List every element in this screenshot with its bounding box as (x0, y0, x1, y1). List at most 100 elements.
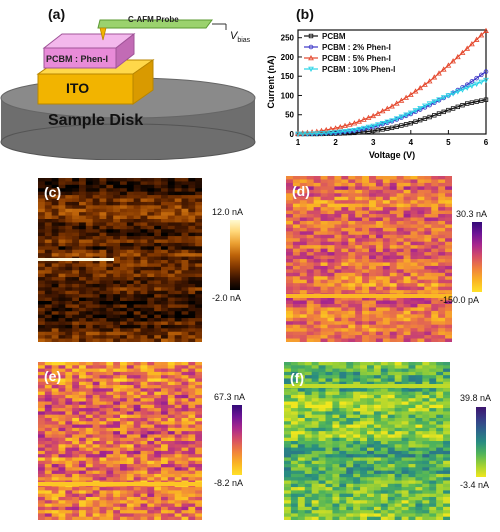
map-pixel (382, 324, 391, 329)
map-pixel (72, 510, 80, 515)
map-pixel (58, 260, 66, 265)
map-pixel (99, 331, 107, 336)
map-pixel (408, 477, 417, 482)
map-pixel (401, 368, 410, 373)
map-pixel (126, 421, 135, 426)
map-pixel (181, 307, 189, 312)
map-pixel (403, 297, 412, 302)
map-pixel (401, 496, 410, 501)
map-pixel (431, 297, 439, 302)
map-pixel (133, 398, 142, 403)
map-pixel (320, 207, 329, 212)
map-pixel (327, 207, 336, 212)
map-pixel (396, 203, 405, 208)
y-tick-label: 150 (281, 72, 295, 81)
map-pixel (334, 203, 342, 208)
map-pixel (408, 401, 417, 406)
map-pixel (133, 506, 142, 511)
map-pixel (167, 294, 176, 299)
map-pixel (106, 371, 114, 376)
map-pixel (106, 266, 114, 271)
map-pixel (79, 378, 87, 383)
map-pixel (161, 516, 169, 520)
map-pixel (334, 335, 342, 340)
map-pixel (313, 272, 322, 277)
map-pixel (79, 263, 87, 268)
map-pixel (286, 227, 294, 232)
map-pixel (79, 311, 87, 316)
map-pixel (106, 188, 114, 193)
map-pixel (58, 246, 66, 251)
map-pixel (304, 362, 313, 366)
map-pixel (113, 368, 121, 373)
map-pixel (85, 417, 94, 422)
map-pixel (360, 431, 368, 436)
map-pixel (415, 444, 423, 449)
map-pixel (362, 193, 370, 198)
map-pixel (58, 294, 66, 299)
map-pixel (51, 385, 60, 389)
map-pixel (106, 404, 114, 409)
map-pixel (126, 394, 135, 399)
map-pixel (140, 424, 148, 429)
map-pixel (58, 328, 66, 333)
map-pixel (445, 186, 452, 191)
map-pixel (126, 215, 135, 220)
map-pixel (58, 219, 66, 224)
map-pixel (72, 401, 80, 406)
map-pixel (292, 220, 301, 226)
map-pixel (318, 487, 327, 491)
map-pixel (58, 424, 66, 429)
series-point-0 (385, 126, 390, 131)
map-pixel (140, 335, 148, 340)
map-pixel (154, 331, 162, 336)
map-pixel (408, 417, 417, 422)
series-point-3 (478, 79, 485, 86)
map-pixel (292, 324, 301, 329)
map-pixel (334, 303, 342, 309)
map-pixel (79, 198, 87, 203)
map-pixel (154, 516, 162, 520)
map-pixel (290, 394, 299, 399)
map-pixel (299, 214, 308, 219)
map-pixel (438, 224, 446, 229)
map-pixel (304, 480, 313, 485)
map-pixel (85, 378, 94, 383)
map-pixel (410, 176, 419, 181)
map-pixel (174, 408, 183, 412)
map-pixel (297, 483, 306, 488)
map-pixel (181, 378, 189, 383)
map-pixel (113, 493, 121, 498)
map-pixel (311, 388, 320, 393)
map-pixel (424, 328, 432, 333)
map-pixel (92, 424, 101, 429)
map-pixel (85, 232, 94, 237)
map-pixel (431, 182, 439, 187)
map-pixel (79, 208, 87, 213)
map-pixel (389, 210, 398, 215)
map-pixel (387, 371, 396, 376)
map-pixel (85, 212, 94, 217)
map-pixel (126, 457, 135, 462)
map-pixel (438, 255, 446, 260)
map-pixel (154, 294, 162, 299)
map-pixel (44, 287, 53, 292)
map-pixel (367, 378, 375, 383)
map-pixel (313, 300, 322, 305)
map-pixel (332, 464, 340, 468)
map-pixel (299, 182, 308, 187)
map-pixel (382, 259, 391, 264)
map-pixel (58, 287, 66, 292)
map-pixel (367, 411, 375, 416)
map-pixel (422, 500, 430, 505)
map-pixel (436, 513, 444, 518)
map-pixel (348, 182, 356, 187)
map-pixel (284, 464, 292, 468)
map-pixel (387, 457, 396, 462)
map-pixel (65, 331, 73, 336)
map-pixel (424, 300, 432, 305)
map-pixel (161, 232, 169, 237)
map-pixel (353, 467, 361, 472)
map-pixel (313, 176, 322, 181)
map-pixel (120, 421, 128, 426)
